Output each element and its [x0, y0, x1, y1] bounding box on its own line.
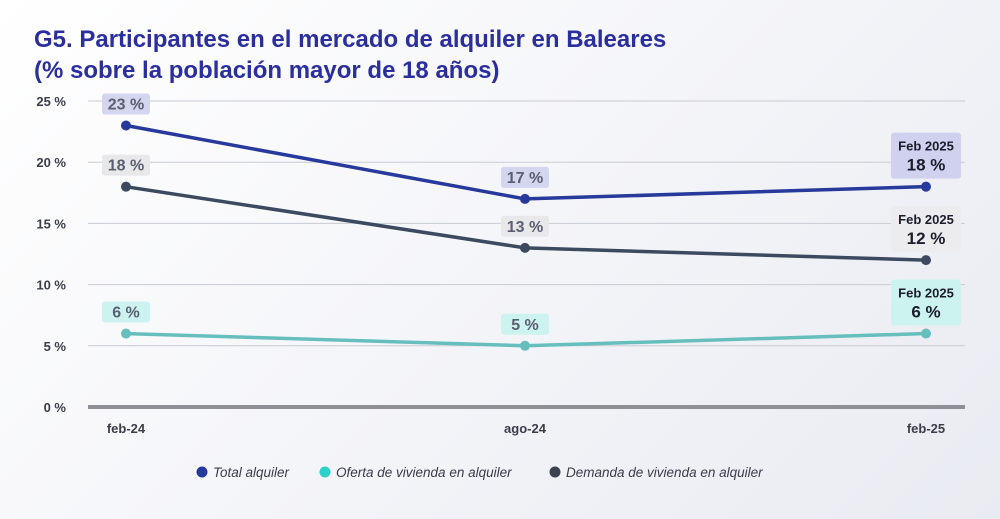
- end-label-box: [891, 206, 961, 253]
- data-label-box: [501, 215, 549, 237]
- legend-marker: [549, 466, 561, 478]
- data-point: [921, 181, 931, 192]
- x-tick-label: ago-24: [504, 421, 547, 436]
- chart-title-line2: (% sobre la población mayor de 18 años): [34, 57, 500, 84]
- data-label: 18 %: [108, 158, 144, 175]
- end-label-value: 18 %: [907, 156, 946, 175]
- end-label-value: 6 %: [911, 303, 940, 322]
- data-point: [520, 242, 530, 253]
- y-tick-label: 10 %: [36, 278, 66, 293]
- data-point: [921, 328, 931, 339]
- x-tick-label: feb-24: [107, 421, 146, 436]
- legend-label: Demanda de vivienda en alquiler: [566, 465, 763, 480]
- data-label-box: [501, 313, 549, 335]
- y-tick-label: 0 %: [44, 400, 67, 415]
- legend-label: Oferta de vivienda en alquiler: [336, 465, 512, 480]
- chart-title: G5. Participantes en el mercado de alqui…: [34, 24, 666, 86]
- data-label-box: [501, 166, 549, 188]
- data-label: 6 %: [112, 305, 140, 322]
- chart-title-line1: G5. Participantes en el mercado de alqui…: [34, 26, 667, 53]
- y-tick-label: 25 %: [36, 94, 66, 109]
- end-label-date: Feb 2025: [898, 139, 954, 154]
- data-label: 13 %: [507, 219, 543, 236]
- data-point: [121, 328, 131, 339]
- data-label: 23 %: [108, 96, 144, 113]
- legend-label: Total alquiler: [213, 465, 290, 480]
- data-point: [121, 181, 131, 192]
- data-point: [121, 120, 131, 131]
- data-label-box: [102, 301, 150, 323]
- data-label-box: [102, 93, 150, 115]
- end-label-value: 12 %: [907, 229, 946, 248]
- y-tick-label: 20 %: [36, 155, 66, 170]
- data-point: [520, 340, 530, 351]
- data-label: 17 %: [507, 170, 543, 187]
- x-tick-label: feb-25: [907, 421, 945, 436]
- y-tick-label: 15 %: [36, 216, 66, 231]
- end-label-date: Feb 2025: [898, 212, 954, 227]
- data-label-box: [102, 154, 150, 176]
- data-point: [520, 193, 530, 204]
- y-tick-label: 5 %: [44, 339, 67, 354]
- end-label-box: [891, 132, 961, 179]
- data-point: [921, 255, 931, 266]
- end-label-box: [891, 279, 961, 326]
- data-label: 5 %: [511, 317, 539, 334]
- legend-marker: [319, 466, 331, 478]
- end-label-date: Feb 2025: [898, 286, 954, 301]
- legend-marker: [196, 466, 208, 478]
